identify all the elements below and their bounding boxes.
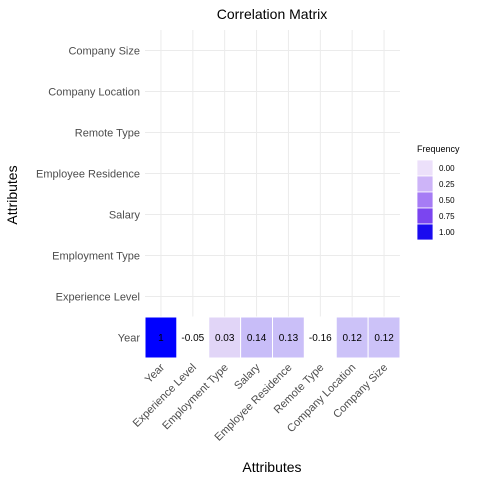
heatmap-cell-experience-level-year: -0.05 bbox=[176, 316, 210, 359]
legend-items: 0.00 0.25 0.50 0.75 1.00 bbox=[416, 159, 455, 241]
heatmap-cell-company-location-year: 0.12 bbox=[335, 316, 369, 359]
legend-label: 0.75 bbox=[439, 212, 455, 221]
legend-entry-0-75: 0.75 bbox=[416, 207, 455, 225]
heatmap-cell-label: -0.05 bbox=[181, 333, 204, 344]
legend-swatch bbox=[416, 175, 434, 193]
x-axis-label: Attributes bbox=[242, 459, 301, 475]
heatmap-cell-label: 1 bbox=[158, 333, 164, 344]
legend-label: 0.25 bbox=[439, 180, 455, 189]
heatmap-cell-label: 0.13 bbox=[279, 333, 299, 344]
y-axis-label: Attributes bbox=[4, 165, 20, 224]
heatmap-cell-label: -0.16 bbox=[309, 333, 332, 344]
x-tick-label-year: Year bbox=[143, 361, 167, 385]
legend-label: 0.00 bbox=[439, 164, 455, 173]
y-tick-label-employee-residence: Employee Residence bbox=[36, 169, 140, 181]
heatmap-cell-label: 0.14 bbox=[247, 333, 267, 344]
legend-entry-0-50: 0.50 bbox=[416, 191, 455, 209]
y-tick-label-remote-type: Remote Type bbox=[75, 128, 140, 140]
heatmap-cell-rect bbox=[176, 316, 210, 359]
heatmap-cell-rect bbox=[272, 316, 305, 359]
legend-entry-0-00: 0.00 bbox=[416, 159, 455, 177]
legend-entry-0-25: 0.25 bbox=[416, 175, 455, 193]
legend-swatch bbox=[416, 207, 434, 225]
heatmap-cell-salary-year: 0.14 bbox=[240, 316, 273, 359]
y-tick-labels: Year Experience Level Employment Type Salar… bbox=[36, 46, 140, 345]
legend: Frequency 0.00 0.25 0.50 0.75 1.00 bbox=[416, 144, 460, 241]
heatmap-cell-employee-residence-year: 0.13 bbox=[272, 316, 305, 359]
grid-layer bbox=[145, 30, 400, 358]
heatmap-cell-label: 0.12 bbox=[374, 333, 394, 344]
legend-label: 0.50 bbox=[439, 196, 455, 205]
heatmap-cell-label: 0.03 bbox=[215, 333, 235, 344]
legend-label: 1.00 bbox=[439, 228, 455, 237]
y-tick-label-company-location: Company Location bbox=[48, 87, 140, 99]
heatmap-cell-remote-type-year: -0.16 bbox=[303, 316, 337, 359]
x-tick-label-salary: Salary bbox=[232, 361, 263, 392]
legend-swatch bbox=[416, 223, 434, 241]
y-tick-label-salary: Salary bbox=[109, 210, 141, 222]
heatmap-cell-rect bbox=[208, 316, 242, 359]
y-tick-label-employment-type: Employment Type bbox=[52, 251, 140, 263]
heatmap-cell-company-size-year: 0.12 bbox=[367, 316, 401, 359]
heatmap-cell-rect bbox=[367, 316, 401, 359]
heatmap-cell-employment-type-year: 0.03 bbox=[208, 316, 242, 359]
heatmap-cell-rect bbox=[144, 316, 178, 359]
legend-entry-1-00: 1.00 bbox=[416, 223, 455, 241]
chart-title: Correlation Matrix bbox=[217, 6, 327, 22]
heatmap-cell-rect bbox=[303, 316, 337, 359]
legend-swatch bbox=[416, 159, 434, 177]
y-tick-label-company-size: Company Size bbox=[68, 46, 140, 58]
heatmap-cell-rect bbox=[335, 316, 369, 359]
y-tick-label-experience-level: Experience Level bbox=[56, 292, 140, 304]
y-tick-label-year: Year bbox=[118, 333, 141, 345]
heatmap-cell-year-year: 1 bbox=[144, 316, 178, 359]
cells-layer: 1 -0.05 0.03 0.14 0.13 -0.16 0.12 0.12 bbox=[144, 316, 401, 359]
legend-title: Frequency bbox=[417, 144, 460, 154]
legend-swatch bbox=[416, 191, 434, 209]
heatmap-cell-label: 0.12 bbox=[342, 333, 362, 344]
